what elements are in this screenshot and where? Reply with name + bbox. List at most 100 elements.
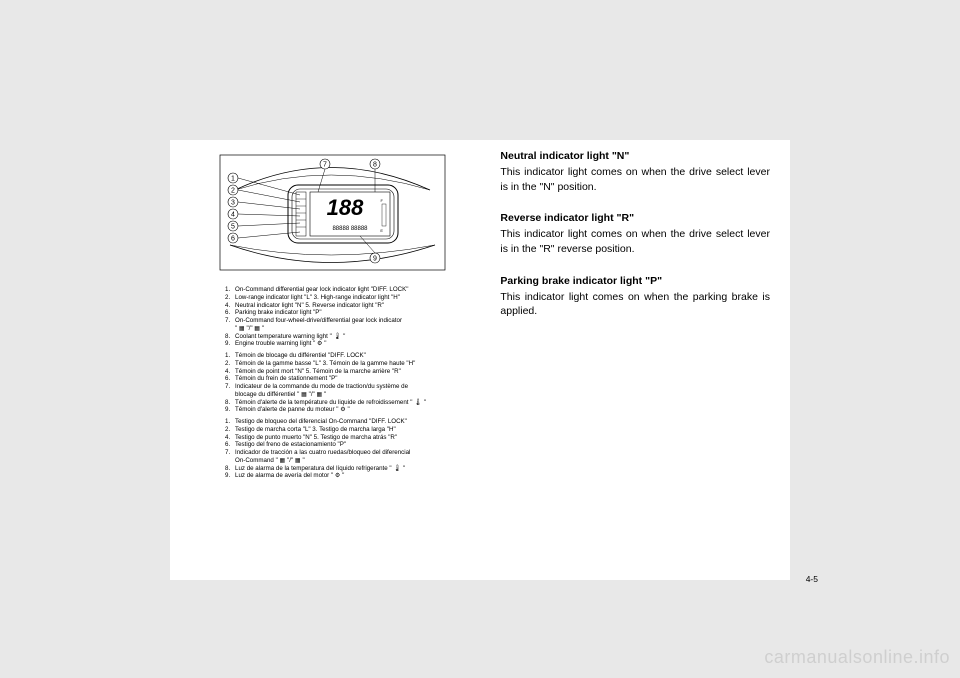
legend-text: Neutral indicator light "N" 5. Reverse i… (235, 302, 384, 310)
legend-text: Témoin de la gamme basse "L" 3. Témoin d… (235, 360, 415, 368)
legend-num: 1. (225, 352, 235, 360)
legend-row: On-Command " ▦ "/" ▦ " (225, 457, 480, 465)
svg-text:3: 3 (231, 200, 235, 207)
right-column: Neutral indicator light "N" This indicat… (492, 140, 790, 580)
legend-text: Testigo de bloqueo del diferencial On-Co… (235, 418, 407, 426)
legend-row: 7.Indicador de tracción a las cuatro rue… (225, 449, 480, 457)
legend-text: Testigo de marcha corta "L" 3. Testigo d… (235, 426, 396, 434)
body-parking: This indicator light comes on when the p… (500, 290, 770, 319)
legend-french: 1.Témoin de blocage du différentiel "DIF… (225, 352, 480, 414)
legend-text: On-Command differential gear lock indica… (235, 286, 408, 294)
legend-num: 7. (225, 449, 235, 457)
legend-row: 2.Témoin de la gamme basse "L" 3. Témoin… (225, 360, 480, 368)
legend-num: 6. (225, 441, 235, 449)
legend-num: 6. (225, 375, 235, 383)
legend-num: 1. (225, 418, 235, 426)
legend-row: 1.Témoin de blocage du différentiel "DIF… (225, 352, 480, 360)
legend-text: Luz de alarma de avería del motor " ⚙ " (235, 472, 344, 480)
left-column: 188 88888 88888 F E 1 2 3 4 5 6 7 (170, 140, 492, 580)
body-neutral: This indicator light comes on when the d… (500, 165, 770, 194)
legend-num: 6. (225, 309, 235, 317)
svg-text:4: 4 (231, 212, 235, 219)
watermark: carmanualsonline.info (764, 647, 950, 668)
legend-text: Témoin d'alerte de la température du liq… (235, 399, 426, 407)
legend-text: Low-range indicator light "L" 3. High-ra… (235, 294, 400, 302)
legend-num: 4. (225, 302, 235, 310)
legend-num (225, 391, 235, 399)
legend-num: 8. (225, 333, 235, 341)
legend-row: 2.Low-range indicator light "L" 3. High-… (225, 294, 480, 302)
svg-text:2: 2 (231, 188, 235, 195)
legend-row: 4.Testigo de punto muerto "N" 5. Testigo… (225, 434, 480, 442)
legend-row: 8.Coolant temperature warning light " 🌡 … (225, 333, 480, 341)
legend-text: Témoin de blocage du différentiel "DIFF.… (235, 352, 366, 360)
heading-neutral: Neutral indicator light "N" (500, 150, 770, 162)
legend-text: Testigo de punto muerto "N" 5. Testigo d… (235, 434, 397, 442)
svg-text:6: 6 (231, 236, 235, 243)
legend-num: 2. (225, 360, 235, 368)
legend-row: 9.Témoin d'alerte de panne du moteur " ⚙… (225, 406, 480, 414)
svg-text:5: 5 (231, 224, 235, 231)
legend-row: 1.Testigo de bloqueo del diferencial On-… (225, 418, 480, 426)
legend-num: 2. (225, 426, 235, 434)
legend-num (225, 457, 235, 465)
legend-text: Témoin du frein de stationnement "P" (235, 375, 337, 383)
manual-page: 188 88888 88888 F E 1 2 3 4 5 6 7 (170, 140, 790, 580)
legend-num: 8. (225, 465, 235, 473)
svg-text:7: 7 (323, 162, 327, 169)
legend-num: 9. (225, 472, 235, 480)
legend-text: On-Command " ▦ "/" ▦ " (235, 457, 305, 465)
page-number: 4-5 (806, 574, 818, 584)
legend-text: Engine trouble warning light " ⚙ " (235, 340, 326, 348)
legend-num: 4. (225, 434, 235, 442)
lcd-sub-readout: 88888 88888 (332, 226, 368, 232)
legend-row: 8.Luz de alarma de la temperatura del lí… (225, 465, 480, 473)
legend-row: 7.On-Command four-wheel-drive/differenti… (225, 317, 480, 325)
legend-text: Témoin de point mort "N" 5. Témoin de la… (235, 368, 401, 376)
section-neutral: Neutral indicator light "N" This indicat… (500, 150, 770, 194)
legend-text: blocage du différentiel " ▦ "/" ▦ " (235, 391, 326, 399)
legend-spanish: 1.Testigo de bloqueo del diferencial On-… (225, 418, 480, 480)
lcd-main-readout: 188 (327, 195, 364, 220)
legend-row: 1.On-Command differential gear lock indi… (225, 286, 480, 294)
legend-english: 1.On-Command differential gear lock indi… (225, 286, 480, 348)
legend-text: " ▦ "/" ▦ " (235, 325, 264, 333)
section-reverse: Reverse indicator light "R" This indicat… (500, 212, 770, 256)
legend-row: 4.Témoin de point mort "N" 5. Témoin de … (225, 368, 480, 376)
svg-text:E: E (380, 228, 383, 233)
legend-num: 1. (225, 286, 235, 294)
legend-text: Témoin d'alerte de panne du moteur " ⚙ " (235, 406, 350, 414)
dashboard-diagram: 188 88888 88888 F E 1 2 3 4 5 6 7 (200, 150, 455, 275)
legend-row: 2.Testigo de marcha corta "L" 3. Testigo… (225, 426, 480, 434)
legend-num (225, 325, 235, 333)
section-parking: Parking brake indicator light "P" This i… (500, 275, 770, 319)
legend-text: On-Command four-wheel-drive/differential… (235, 317, 402, 325)
legend-row: 6.Témoin du frein de stationnement "P" (225, 375, 480, 383)
legend-num: 9. (225, 406, 235, 414)
legend-row: 9.Engine trouble warning light " ⚙ " (225, 340, 480, 348)
legend-num: 8. (225, 399, 235, 407)
legend-row: 9.Luz de alarma de avería del motor " ⚙ … (225, 472, 480, 480)
svg-text:9: 9 (373, 256, 377, 263)
svg-text:1: 1 (231, 176, 235, 183)
heading-reverse: Reverse indicator light "R" (500, 212, 770, 224)
legend-text: Coolant temperature warning light " 🌡 " (235, 333, 345, 341)
legend-text: Testigo del freno de estacionamiento "P" (235, 441, 346, 449)
legend-row: 6.Parking brake indicator light "P" (225, 309, 480, 317)
legend-row: 6.Testigo del freno de estacionamiento "… (225, 441, 480, 449)
legend-text: Parking brake indicator light "P" (235, 309, 322, 317)
legend-num: 2. (225, 294, 235, 302)
legend-text: Indicador de tracción a las cuatro rueda… (235, 449, 410, 457)
legend-num: 9. (225, 340, 235, 348)
legend-num: 7. (225, 383, 235, 391)
legend-row: 7.Indicateur de la commande du mode de t… (225, 383, 480, 391)
svg-text:8: 8 (373, 162, 377, 169)
legend-num: 4. (225, 368, 235, 376)
legend-text: Indicateur de la commande du mode de tra… (235, 383, 408, 391)
legend-row: 8.Témoin d'alerte de la température du l… (225, 399, 480, 407)
legend-num: 7. (225, 317, 235, 325)
legend-text: Luz de alarma de la temperatura del líqu… (235, 465, 405, 473)
legend-row: 4.Neutral indicator light "N" 5. Reverse… (225, 302, 480, 310)
legend-row: blocage du différentiel " ▦ "/" ▦ " (225, 391, 480, 399)
body-reverse: This indicator light comes on when the d… (500, 227, 770, 256)
